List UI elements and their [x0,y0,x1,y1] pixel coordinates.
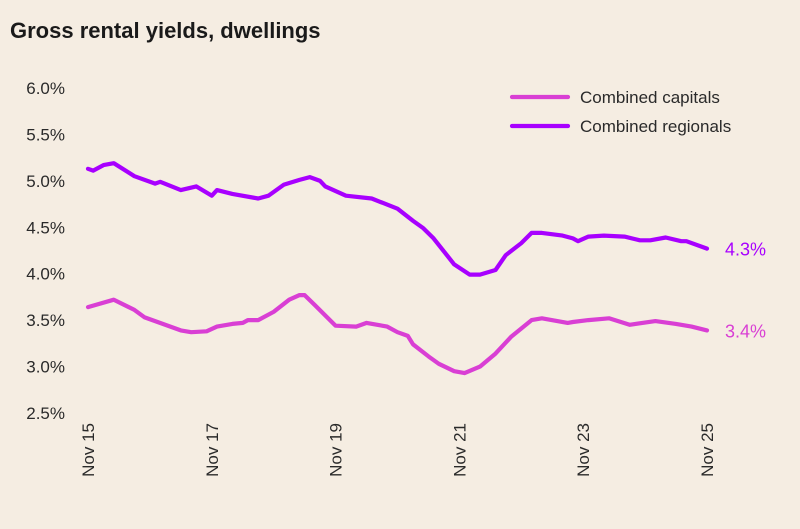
y-tick-label: 2.5% [26,404,65,423]
y-tick-label: 3.0% [26,358,65,377]
x-tick-label: Nov 23 [574,423,593,477]
x-tick-label: Nov 17 [203,423,222,477]
end-value-label: 3.4% [725,321,766,341]
legend-label: Combined capitals [580,88,720,107]
x-tick-label: Nov 25 [698,423,717,477]
y-tick-label: 5.0% [26,172,65,191]
series-line-combined-regionals [85,161,710,277]
y-tick-label: 5.5% [26,125,65,144]
legend-label: Combined regionals [580,117,731,136]
series-line-combined-capitals [85,293,710,376]
y-tick-label: 4.5% [26,218,65,237]
y-tick-label: 4.0% [26,265,65,284]
x-tick-label: Nov 15 [79,423,98,477]
chart-title: Gross rental yields, dwellings [10,18,321,43]
y-tick-label: 6.0% [26,79,65,98]
end-value-label: 4.3% [725,240,766,260]
x-tick-label: Nov 19 [327,423,346,477]
y-tick-label: 3.5% [26,311,65,330]
x-tick-label: Nov 21 [450,423,469,477]
